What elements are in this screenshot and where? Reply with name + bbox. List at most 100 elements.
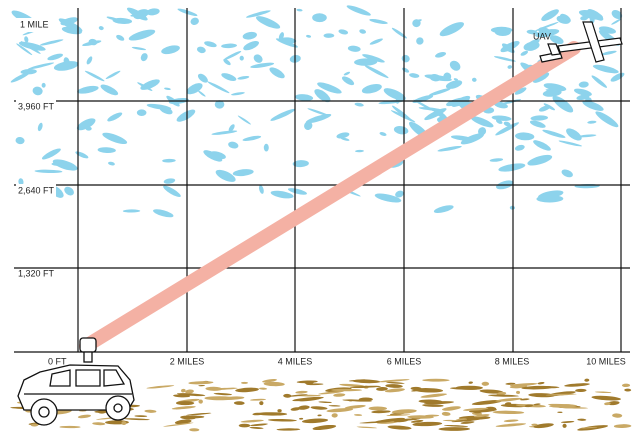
lake [51, 161, 71, 167]
soil-patch [385, 388, 405, 393]
lake [250, 62, 275, 69]
soil-patch [391, 409, 417, 414]
lake [362, 54, 385, 63]
y-label: 0 FT [48, 356, 67, 366]
lake [34, 169, 63, 174]
soil-patch [277, 409, 282, 413]
lake [558, 140, 583, 147]
lake [317, 82, 342, 94]
label-bg [16, 100, 56, 114]
lake [598, 26, 616, 34]
lake [527, 154, 553, 166]
lake [552, 95, 574, 113]
lake [428, 88, 451, 96]
soil-patch [77, 414, 92, 419]
lake [39, 39, 64, 46]
soil-patch [385, 384, 403, 388]
lake [450, 135, 474, 141]
lake [374, 193, 402, 203]
soil-patch [144, 409, 157, 413]
soil-patch [438, 427, 471, 431]
lake [16, 43, 33, 56]
grid [14, 8, 630, 353]
soil-patch [348, 379, 368, 382]
lake [587, 120, 597, 124]
soil-patch [479, 389, 504, 394]
lake [611, 9, 623, 20]
lake [549, 35, 564, 45]
lake [20, 41, 41, 54]
lake [312, 13, 327, 23]
soil-patch [504, 402, 512, 406]
soil-patch [353, 414, 363, 416]
soil-patch [348, 399, 353, 402]
lake [493, 101, 508, 109]
lake [228, 124, 235, 132]
lake [162, 158, 176, 163]
lake [197, 73, 208, 83]
uav-wing [582, 21, 605, 63]
soil-patch [407, 415, 434, 419]
lake [24, 36, 29, 43]
lake [140, 53, 148, 62]
soil-patch [328, 405, 341, 407]
lake [413, 99, 435, 112]
lake [207, 81, 230, 94]
lake [533, 140, 551, 151]
soil-patch [181, 415, 205, 419]
soil-patch [607, 401, 620, 406]
lake [164, 87, 171, 91]
lake [37, 122, 43, 132]
soil-patch [604, 402, 611, 406]
soil-patch [449, 387, 482, 390]
soil-patch [356, 426, 377, 429]
soil-patch [564, 383, 590, 387]
lake [263, 143, 269, 152]
lake [176, 109, 196, 122]
soil-patch [560, 407, 589, 409]
lake [514, 87, 527, 95]
lake [214, 100, 225, 109]
lake [146, 103, 172, 110]
lake [354, 58, 378, 66]
lake [378, 100, 404, 105]
lake [601, 50, 617, 56]
lake [314, 89, 331, 103]
lake [255, 16, 281, 29]
soil-patch [175, 401, 195, 406]
hub [38, 406, 50, 418]
soil-patch [359, 421, 391, 424]
soil-patch [410, 420, 424, 423]
lake [336, 132, 350, 139]
lake [231, 92, 245, 96]
soil-patch [422, 404, 444, 407]
soil-patch [519, 398, 530, 401]
lake [196, 46, 206, 54]
lake [527, 39, 540, 48]
soil-patch [621, 383, 631, 388]
lake [498, 163, 526, 172]
soil-patch [613, 424, 632, 429]
soil-patch [557, 411, 563, 413]
lake [393, 126, 409, 135]
y-label: 2,640 FT [18, 185, 55, 195]
lake [186, 83, 203, 95]
lake [338, 29, 349, 35]
soil-patch [376, 386, 388, 391]
soil-patch [386, 381, 405, 384]
soil-patch [185, 389, 194, 394]
soil-patch [188, 381, 214, 385]
lake [369, 38, 383, 45]
soil-patch [259, 387, 268, 390]
lake [346, 5, 371, 16]
soil-patch [442, 419, 459, 422]
soil-patch [460, 421, 475, 424]
uav: UAV [533, 21, 623, 63]
soil-patch [516, 390, 521, 394]
soil-patch [59, 425, 81, 429]
lake [292, 160, 309, 168]
lake [561, 169, 573, 178]
lake [232, 169, 254, 177]
soil-patch [235, 387, 259, 393]
